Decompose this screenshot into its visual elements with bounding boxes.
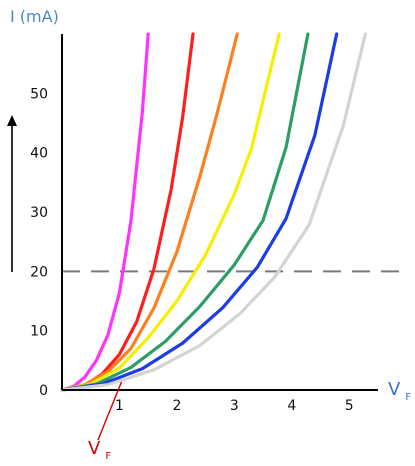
x-tick-label: 5 — [345, 398, 354, 414]
y-ticks: 0 10 20 30 40 50 — [30, 86, 48, 399]
series-curve-5 — [60, 32, 310, 392]
x-axis-title-subscript: F — [405, 392, 411, 403]
x-axis-title: V F — [388, 379, 411, 403]
y-tick-label: 10 — [30, 324, 48, 340]
plot-area — [60, 32, 408, 392]
y-tick-label: 40 — [30, 146, 48, 162]
x-tick-label: 2 — [172, 398, 181, 414]
series-curve-7 — [60, 32, 367, 392]
y-tick-label: 20 — [30, 264, 48, 280]
y-tick-label: 30 — [30, 205, 48, 221]
vf-label: V F — [88, 438, 111, 462]
x-ticks: 1 2 3 4 5 — [115, 398, 354, 414]
y-tick-label: 50 — [30, 86, 48, 102]
current-direction-arrow — [7, 115, 17, 272]
vf-label-main: V — [88, 438, 101, 459]
vf-label-subscript: F — [105, 451, 111, 462]
vf-annotation: V F — [88, 381, 123, 462]
series-curve-3 — [60, 32, 239, 392]
y-axis-title: I (mA) — [10, 7, 59, 26]
x-tick-label: 4 — [287, 398, 296, 414]
y-tick-label: 0 — [39, 383, 48, 399]
series-curve-4 — [60, 32, 281, 392]
series-curve-6 — [60, 32, 339, 392]
x-tick-label: 3 — [230, 398, 239, 414]
series-curve-1 — [60, 32, 150, 392]
x-axis-title-main: V — [388, 379, 401, 400]
x-tick-label: 1 — [115, 398, 124, 414]
vf-pointer-line — [97, 381, 123, 441]
